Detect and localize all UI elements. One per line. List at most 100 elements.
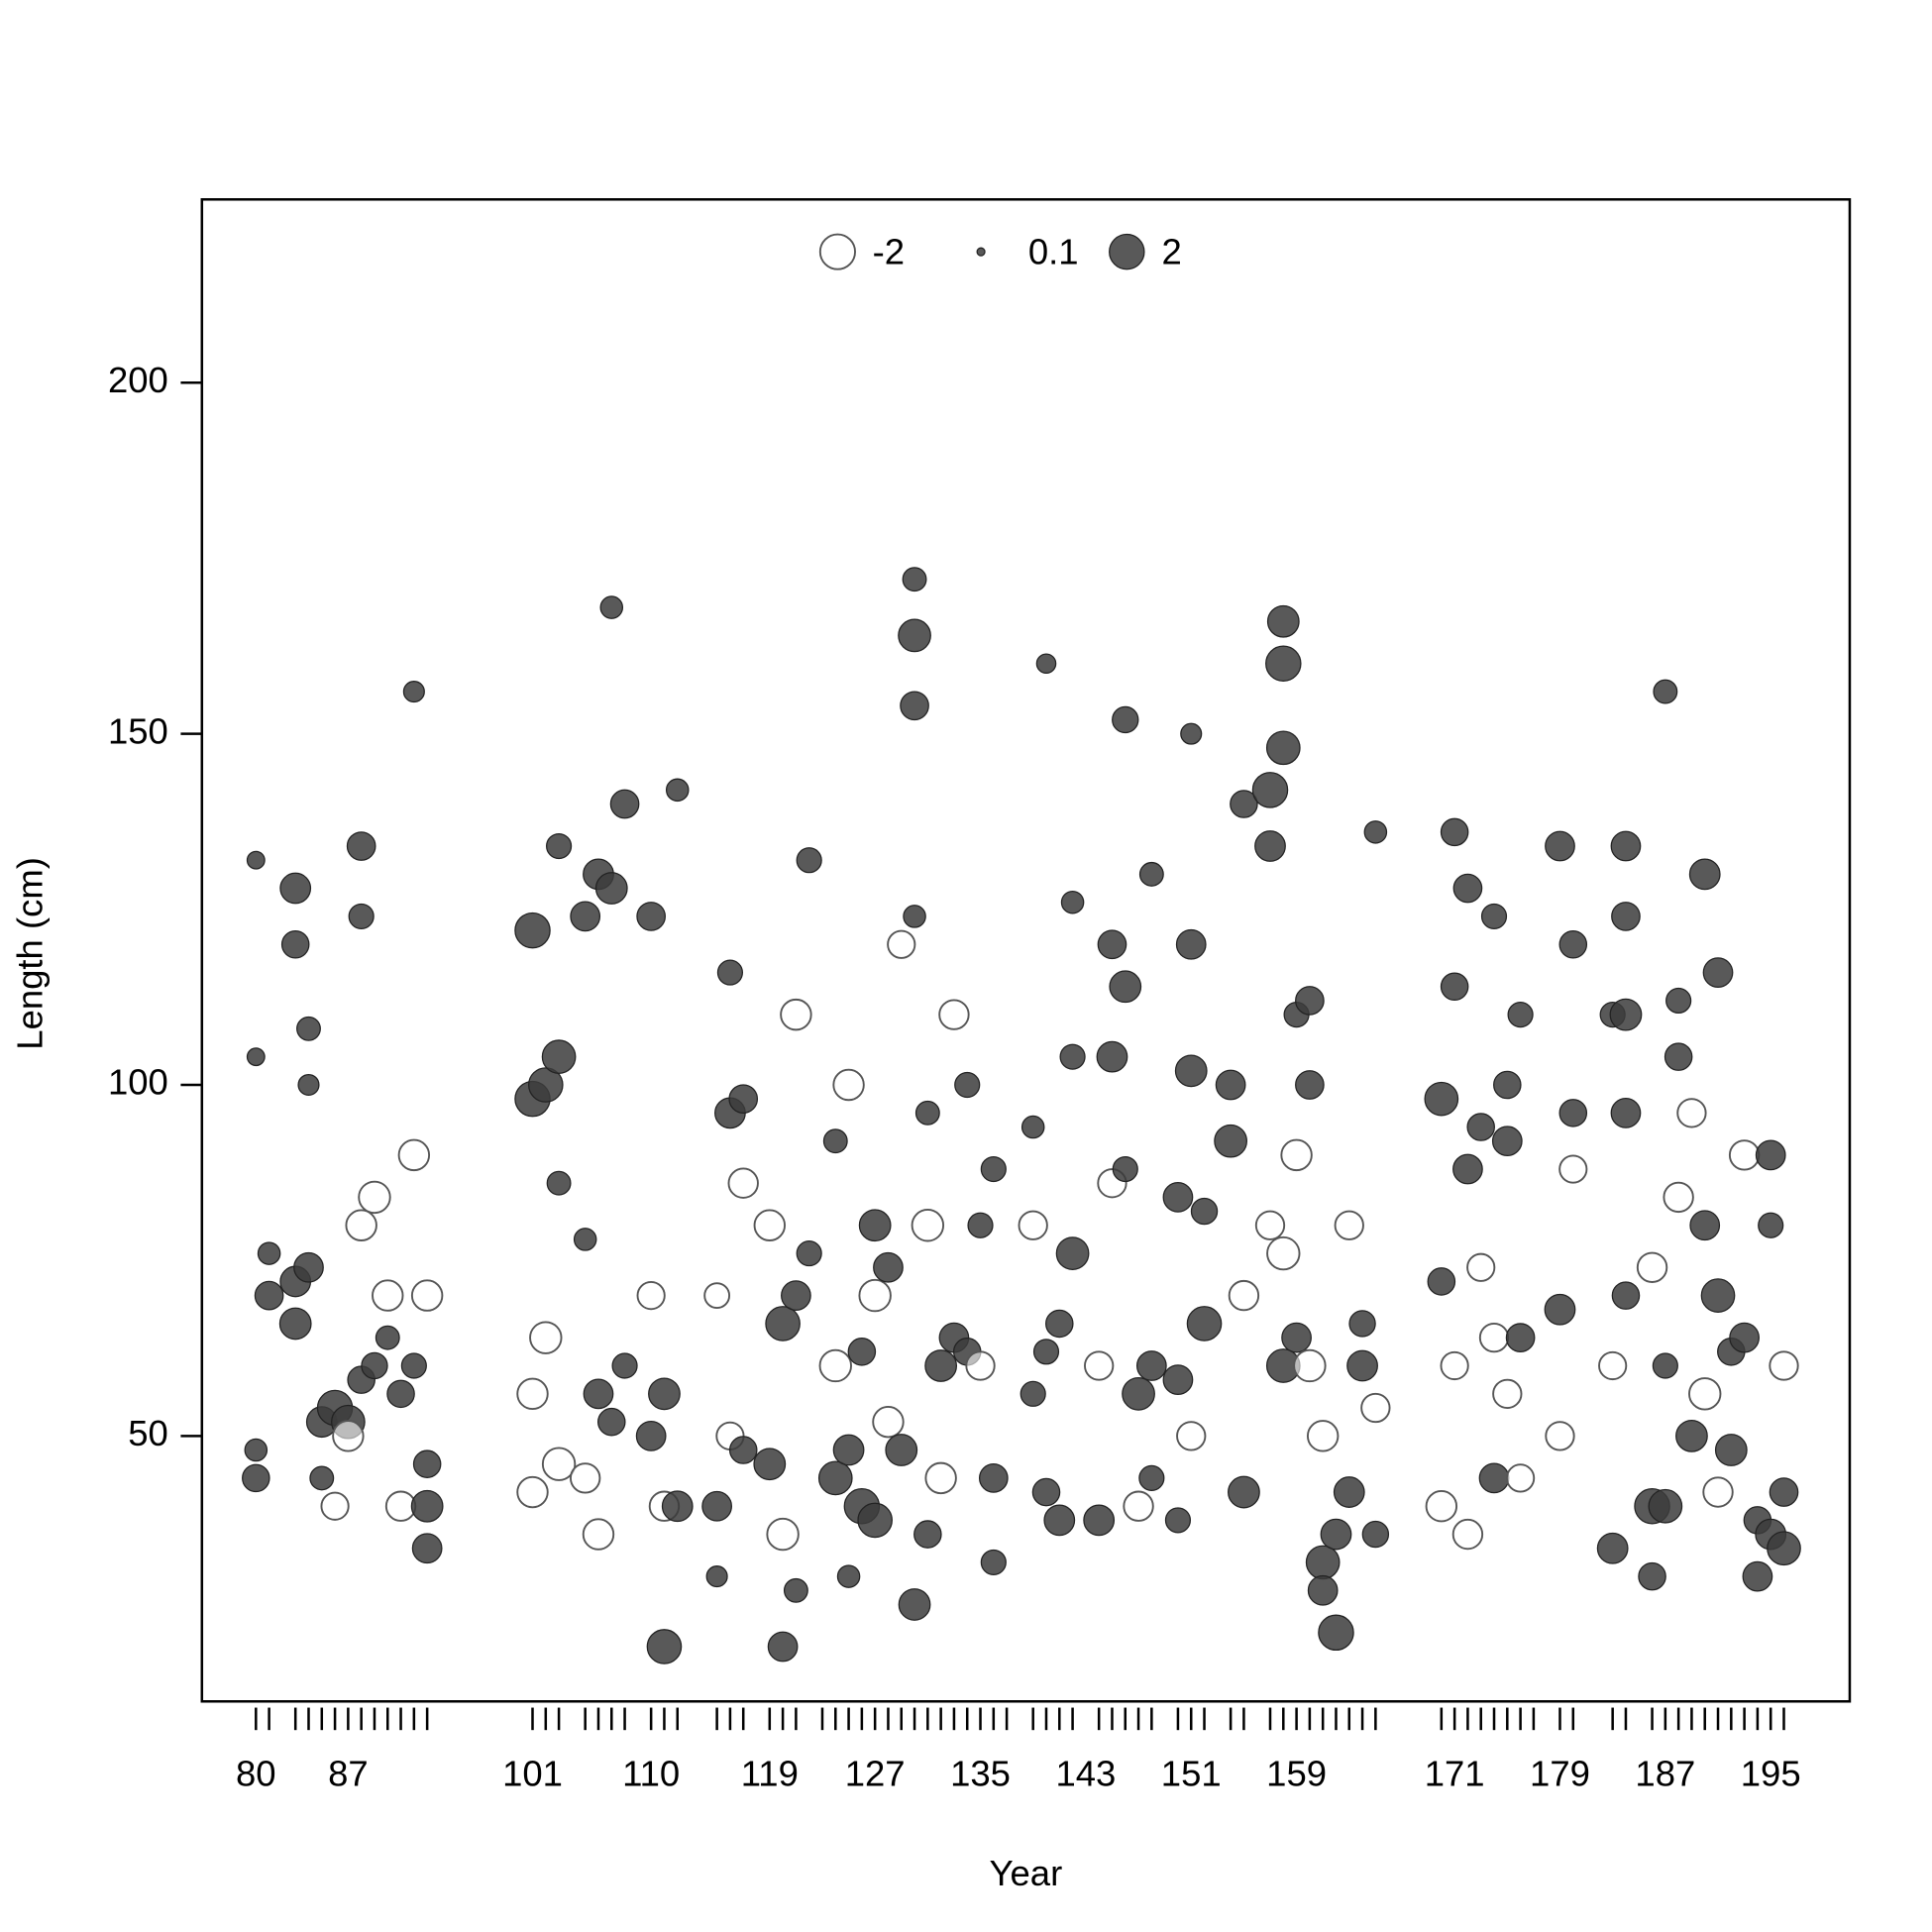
bubble	[293, 1251, 324, 1283]
bubble	[1228, 1475, 1260, 1509]
bubble	[898, 1588, 931, 1621]
bubble	[1545, 1421, 1575, 1451]
bubble	[766, 1517, 800, 1552]
x-tick-label: 187	[1635, 1753, 1695, 1793]
bubble	[1020, 1115, 1045, 1139]
bubble	[1305, 1545, 1341, 1580]
bubble	[1598, 1350, 1628, 1381]
bubble	[1228, 1279, 1260, 1312]
bubble	[372, 1279, 404, 1312]
bubble	[280, 929, 310, 959]
bubble	[1043, 1504, 1076, 1537]
bubble	[546, 832, 573, 860]
bubble	[1280, 1138, 1313, 1172]
x-tick-label: 127	[845, 1753, 906, 1793]
bubble	[938, 999, 970, 1030]
bubble	[1545, 830, 1575, 862]
bubble	[636, 902, 666, 931]
bubble	[898, 618, 931, 653]
bubble	[1451, 1518, 1484, 1551]
bubble	[609, 789, 640, 819]
bubble	[573, 1228, 597, 1251]
bubble	[728, 1084, 759, 1114]
bubble	[1427, 1267, 1456, 1296]
bubble	[529, 1321, 563, 1354]
bubble	[967, 1212, 994, 1238]
legend-label: 0.1	[1028, 231, 1079, 271]
y-tick-label: 150	[108, 710, 168, 751]
plot-frame	[200, 198, 1852, 1703]
bubble	[903, 905, 926, 928]
bubble	[1769, 1477, 1799, 1507]
legend-symbol	[976, 247, 986, 257]
bubble	[703, 1282, 731, 1310]
bubble	[783, 1577, 808, 1603]
bubble	[665, 778, 690, 803]
bubble	[1611, 1281, 1641, 1310]
bubble	[857, 1502, 893, 1539]
bubble	[727, 1167, 759, 1199]
bubble	[1265, 730, 1301, 766]
bubble	[765, 1306, 801, 1342]
bubble	[1112, 705, 1139, 734]
bubble	[1665, 987, 1692, 1015]
bubble	[1558, 929, 1588, 959]
bubble	[832, 1434, 865, 1466]
bubble	[1122, 1376, 1155, 1411]
bubble	[978, 1463, 1009, 1493]
bubble	[887, 929, 916, 959]
bubble	[1440, 817, 1469, 847]
bubble	[1452, 873, 1483, 904]
bubble	[1714, 1434, 1748, 1466]
bubble	[386, 1379, 415, 1409]
bubble	[309, 1465, 335, 1491]
bubble	[1097, 929, 1127, 960]
bubble	[1492, 1378, 1523, 1409]
bubble	[246, 850, 266, 870]
bubble	[410, 1279, 444, 1312]
bubble	[753, 1209, 787, 1241]
x-tick-label: 87	[328, 1753, 369, 1793]
legend-label: -2	[873, 231, 905, 271]
bubble	[913, 1520, 942, 1549]
bubble	[1254, 830, 1286, 862]
bubble	[1348, 1310, 1376, 1338]
bubble	[1452, 1153, 1483, 1185]
bubble	[1266, 604, 1300, 638]
bubble	[1689, 1210, 1721, 1241]
bubble	[1307, 1574, 1339, 1606]
bubble	[1653, 679, 1678, 704]
bubble	[242, 1463, 270, 1493]
bubble	[1162, 1364, 1194, 1396]
bubble	[546, 1170, 572, 1196]
bubble	[570, 1462, 601, 1494]
bubble	[728, 1436, 758, 1464]
bubble	[1636, 1251, 1668, 1283]
bubble	[873, 1251, 904, 1283]
bubble	[1664, 1042, 1693, 1071]
bubble	[348, 903, 375, 929]
bubble	[516, 1475, 549, 1509]
bubble	[1505, 1323, 1536, 1352]
bubble	[346, 831, 376, 861]
bubble	[1281, 1322, 1312, 1353]
bubble	[1020, 1380, 1046, 1407]
bubble	[635, 1420, 667, 1451]
bubble	[1306, 1420, 1340, 1452]
bubble	[705, 1565, 728, 1588]
x-tick-label: 171	[1425, 1753, 1485, 1793]
bubble	[965, 1350, 996, 1381]
bubble	[1663, 1181, 1694, 1214]
bubble	[1112, 1155, 1138, 1183]
bubble	[1425, 1490, 1458, 1523]
bubble	[1702, 1476, 1734, 1508]
bubble	[1478, 1462, 1510, 1494]
bubble	[1652, 1352, 1678, 1379]
bubble	[1611, 902, 1641, 931]
bubble	[924, 1461, 957, 1495]
bubble	[858, 1209, 892, 1242]
bubble	[1214, 1124, 1247, 1158]
bubble	[279, 872, 312, 905]
bubble	[320, 1491, 350, 1521]
